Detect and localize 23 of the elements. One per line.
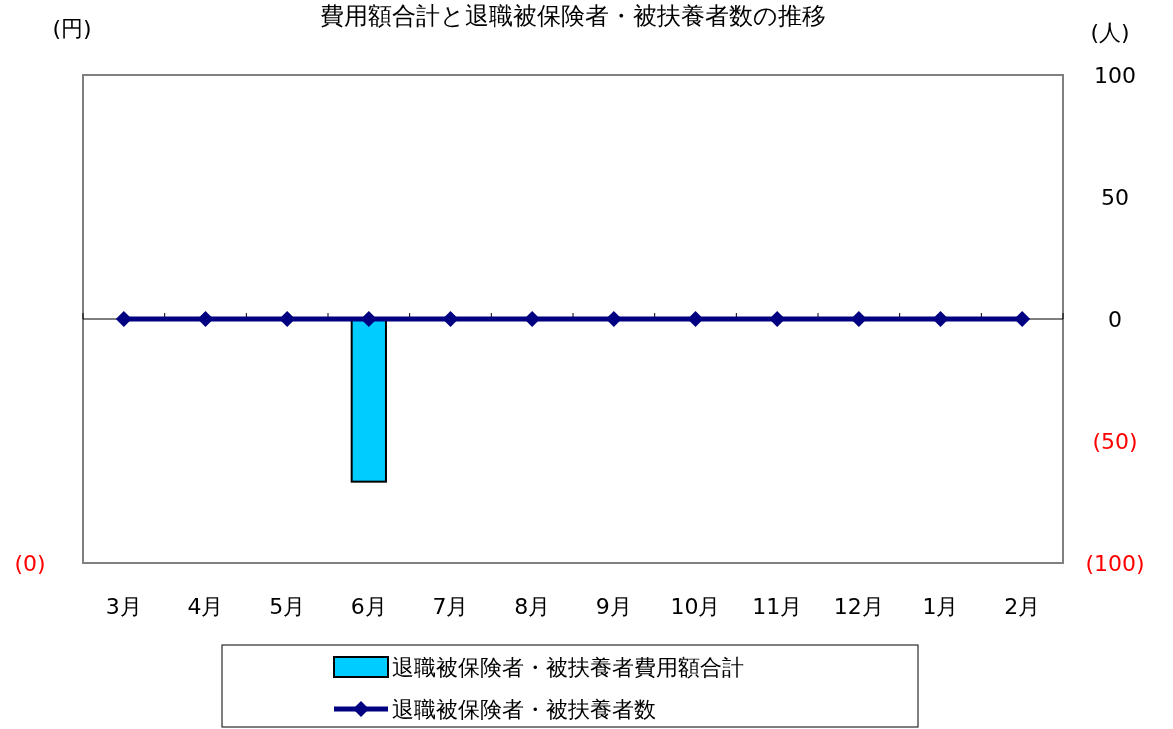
x-tick-label: 3月 xyxy=(105,594,142,619)
x-tick-label: 7月 xyxy=(432,594,469,619)
y2-tick-label: (50) xyxy=(1092,429,1138,454)
chart-title: 費用額合計と退職被保険者・被扶養者数の推移 xyxy=(320,2,826,30)
y2-tick-label: 0 xyxy=(1108,307,1122,332)
text: (0) xyxy=(14,551,46,576)
x-tick-label: 11月 xyxy=(752,594,803,619)
x-tick-label: 8月 xyxy=(514,594,551,619)
y2-tick-label: (100) xyxy=(1085,551,1145,576)
x-tick-label: 4月 xyxy=(187,594,224,619)
x-tick-label: 12月 xyxy=(833,594,884,619)
x-tick-label: 1月 xyxy=(922,594,959,619)
x-tick-label: 10月 xyxy=(670,594,721,619)
legend-label: 退職被保険者・被扶養者費用額合計 xyxy=(392,655,744,680)
x-tick-label: 2月 xyxy=(1004,594,1041,619)
y2-axis-title: (人) xyxy=(1090,20,1130,45)
x-tick-label: 9月 xyxy=(595,594,632,619)
x-tick-label: 5月 xyxy=(269,594,306,619)
x-tick-label: 6月 xyxy=(350,594,387,619)
y2-tick-label: 100 xyxy=(1094,63,1136,88)
y-axis-title: (円) xyxy=(52,16,92,41)
y2-tick-label: 50 xyxy=(1101,185,1129,210)
legend-label: 退職被保険者・被扶養者数 xyxy=(392,697,656,722)
